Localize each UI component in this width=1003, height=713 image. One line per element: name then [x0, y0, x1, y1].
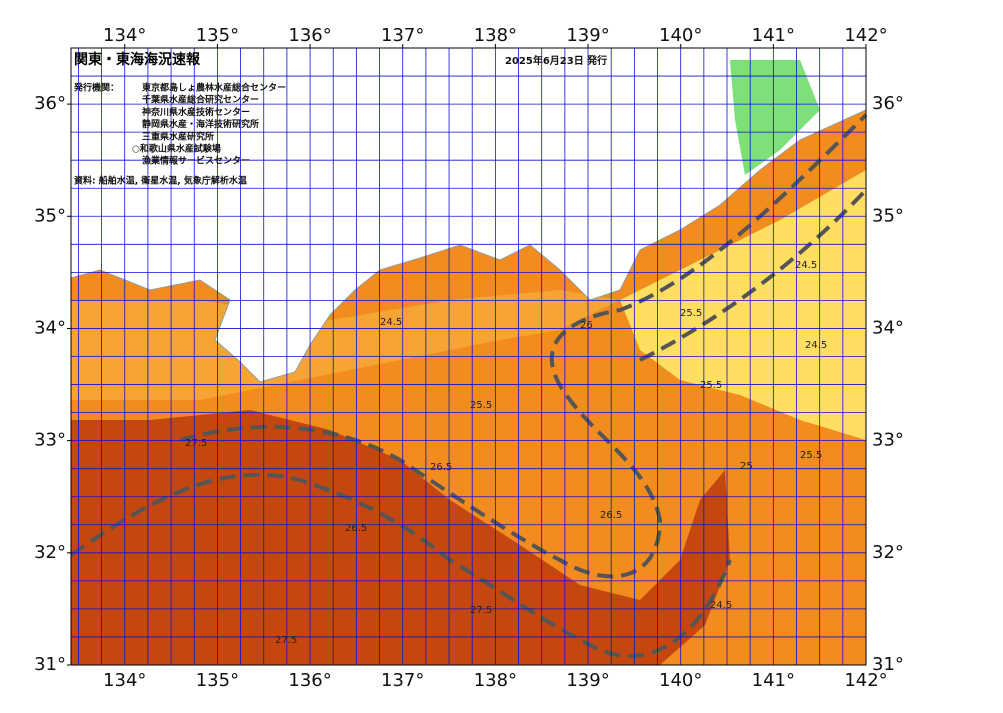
contour-label: 24.5: [795, 260, 817, 271]
lon-label: 136°: [288, 670, 331, 691]
contour-label: 27.5: [185, 438, 207, 449]
lat-label: 34°: [34, 317, 66, 338]
lat-label: 34°: [872, 317, 904, 338]
current-axis: [179, 113, 868, 579]
contour-label: 24.5: [710, 600, 732, 611]
lon-label: 141°: [752, 670, 795, 691]
lat-label: 36°: [34, 93, 66, 114]
lon-label: 142°: [844, 25, 887, 46]
frame: [70, 47, 867, 666]
contour-label: 27.5: [275, 635, 297, 646]
source: 資料: 船舶水温, 衛星水温, 気象庁解析水温: [74, 175, 247, 187]
lon-label: 139°: [566, 670, 609, 691]
contour-label: 24.5: [380, 317, 402, 328]
lon-label: 135°: [196, 25, 239, 46]
contour-label: 25.5: [800, 450, 822, 461]
contour-label: 26.5: [345, 523, 367, 534]
contour-label: 25.5: [680, 308, 702, 319]
lon-label: 139°: [566, 25, 609, 46]
coastal-water: [71, 290, 620, 400]
contour-label: 26.5: [600, 510, 622, 521]
land: [70, 47, 867, 383]
lon-label: 134°: [103, 25, 146, 46]
date: 2025年6月23日 発行: [505, 54, 607, 67]
issuer: 東京都島しょ農林水産総合センター: [142, 82, 286, 94]
contour-label: 24.5: [805, 340, 827, 351]
lat-label: 36°: [872, 93, 904, 114]
lon-label: 138°: [474, 670, 517, 691]
lat-label: 32°: [872, 542, 904, 563]
lat-label: 31°: [34, 654, 66, 675]
contour-label: 25: [740, 461, 753, 472]
issuer: ○和歌山県水産試験場: [132, 143, 221, 155]
lat-label: 33°: [872, 430, 904, 451]
current-axis: [69, 472, 732, 658]
coastal-green: [730, 60, 820, 175]
lon-label: 140°: [659, 25, 702, 46]
issuer: 千葉県水産総合研究センター: [142, 94, 259, 106]
issuer: 三重県水産研究所: [142, 130, 214, 142]
issuer-label: 発行機関：: [73, 82, 119, 94]
lat-label: 32°: [34, 542, 66, 563]
contour-label: 26: [580, 320, 593, 331]
lon-label: 136°: [288, 25, 331, 46]
lon-label: 142°: [844, 670, 887, 691]
lon-label: 135°: [196, 670, 239, 691]
lon-label: 138°: [474, 25, 517, 46]
issuer: 静岡県水産・海洋技術研究所: [142, 118, 259, 130]
issuer: 漁業情報サービスセンター: [142, 155, 250, 167]
lon-label: 137°: [381, 25, 424, 46]
lat-label: 35°: [872, 205, 904, 226]
lat-label: 31°: [872, 654, 904, 675]
contour-label: 26.5: [430, 462, 452, 473]
lat-label: 35°: [34, 205, 66, 226]
lon-label: 134°: [103, 670, 146, 691]
lat-label: 33°: [34, 430, 66, 451]
contour-label: 27.5: [470, 605, 492, 616]
cool-water: [620, 170, 866, 440]
issuer: 神奈川県水産技術センター: [142, 106, 250, 118]
lon-label: 137°: [381, 670, 424, 691]
contour-label: 25.5: [700, 380, 722, 391]
title: 関東・東海海況速報: [74, 51, 201, 68]
lon-label: 141°: [752, 25, 795, 46]
lon-label: 140°: [659, 670, 702, 691]
contour-label: 25.5: [470, 400, 492, 411]
